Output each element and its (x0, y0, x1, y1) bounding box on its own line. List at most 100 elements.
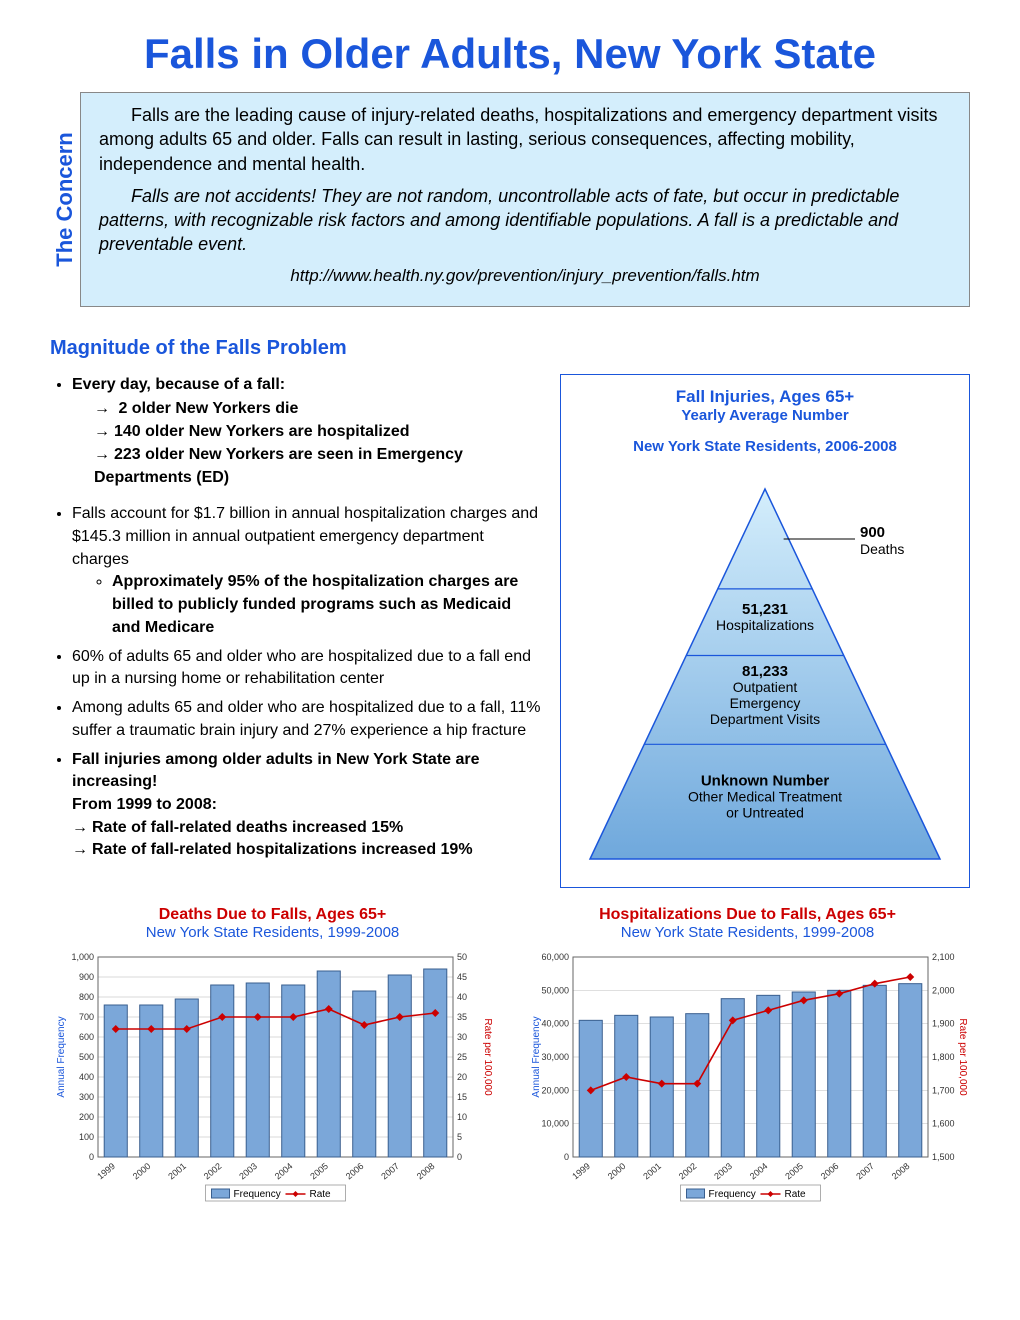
svg-text:900: 900 (860, 524, 885, 541)
svg-text:Other Medical Treatment: Other Medical Treatment (688, 788, 842, 804)
pyramid-box: Fall Injuries, Ages 65+ Yearly Average N… (560, 374, 970, 888)
svg-text:Rate: Rate (310, 1189, 332, 1200)
pyramid-sub2: New York State Residents, 2006-2008 (569, 438, 961, 455)
page-title: Falls in Older Adults, New York State (50, 30, 970, 78)
svg-text:2004: 2004 (273, 1161, 295, 1182)
svg-text:Annual Frequency: Annual Frequency (56, 1016, 67, 1097)
svg-text:25: 25 (457, 1052, 467, 1062)
b2a: Approximately 95% of the hospitalization… (112, 573, 518, 635)
hosp-chart: Hospitalizations Due to Falls, Ages 65+ … (525, 906, 970, 1209)
svg-text:0: 0 (564, 1152, 569, 1162)
svg-text:Emergency: Emergency (730, 695, 801, 711)
hosp-title: Hospitalizations Due to Falls, Ages 65+ (525, 906, 970, 924)
svg-text:60,000: 60,000 (541, 952, 569, 962)
b3: 60% of adults 65 and older who are hospi… (72, 648, 531, 688)
svg-text:200: 200 (79, 1112, 94, 1122)
svg-text:2003: 2003 (237, 1161, 259, 1182)
svg-text:2001: 2001 (166, 1161, 188, 1182)
svg-text:15: 15 (457, 1092, 467, 1102)
b5c: Rate of fall-related hospitalizations in… (92, 841, 473, 858)
concern-url: http://www.health.ny.gov/prevention/inju… (99, 265, 951, 288)
svg-text:2003: 2003 (712, 1161, 734, 1182)
concern-sidebar-label: The Concern (50, 92, 80, 307)
bullets-col: Every day, because of a fall: 2 older Ne… (50, 374, 542, 888)
svg-text:Rate per 100,000: Rate per 100,000 (482, 1018, 493, 1096)
svg-text:Deaths: Deaths (860, 541, 904, 557)
svg-text:500: 500 (79, 1052, 94, 1062)
svg-text:2007: 2007 (379, 1161, 401, 1182)
svg-text:50: 50 (457, 952, 467, 962)
svg-text:81,233: 81,233 (742, 663, 788, 680)
deaths-svg: 0 100 200 300 400 500 600 700 800 900 1,000 0 5 10 15 2… (50, 949, 495, 1209)
svg-text:800: 800 (79, 992, 94, 1002)
svg-text:5: 5 (457, 1132, 462, 1142)
b1: Every day, because of a fall: (72, 376, 285, 393)
svg-text:400: 400 (79, 1072, 94, 1082)
svg-text:100: 100 (79, 1132, 94, 1142)
svg-text:Outpatient: Outpatient (733, 679, 798, 695)
svg-text:2002: 2002 (677, 1161, 699, 1182)
svg-text:or Untreated: or Untreated (726, 804, 804, 820)
svg-text:50,000: 50,000 (541, 985, 569, 995)
b1c: 223 older New Yorkers are seen in Emerge… (94, 446, 463, 486)
svg-text:45: 45 (457, 972, 467, 982)
svg-text:40,000: 40,000 (541, 1018, 569, 1028)
svg-text:1,900: 1,900 (932, 1018, 955, 1028)
svg-text:1999: 1999 (95, 1161, 117, 1182)
b5a: From 1999 to 2008: (72, 796, 217, 813)
svg-text:51,231: 51,231 (742, 601, 788, 618)
svg-text:2008: 2008 (415, 1161, 437, 1182)
svg-text:20: 20 (457, 1072, 467, 1082)
magnitude-title: Magnitude of the Falls Problem (50, 337, 970, 360)
svg-text:1,000: 1,000 (71, 952, 94, 962)
svg-text:10: 10 (457, 1112, 467, 1122)
hosp-svg: 0 10,000 20,000 30,000 40,000 50,000 60,000 1,5… (525, 949, 970, 1209)
b1b: 140 older New Yorkers are hospitalized (114, 423, 410, 440)
svg-text:2002: 2002 (202, 1161, 224, 1182)
svg-text:900: 900 (79, 972, 94, 982)
svg-text:Rate: Rate (785, 1189, 807, 1200)
svg-text:1,800: 1,800 (932, 1052, 955, 1062)
svg-text:Frequency: Frequency (709, 1189, 756, 1200)
svg-text:2001: 2001 (641, 1161, 663, 1182)
svg-text:2,100: 2,100 (932, 952, 955, 962)
deaths-title: Deaths Due to Falls, Ages 65+ (50, 906, 495, 924)
svg-text:30: 30 (457, 1032, 467, 1042)
svg-text:300: 300 (79, 1092, 94, 1102)
concern-p1: Falls are the leading cause of injury-re… (99, 103, 951, 176)
svg-text:2007: 2007 (854, 1161, 876, 1182)
mid-row: Every day, because of a fall: 2 older Ne… (50, 374, 970, 888)
svg-text:0: 0 (89, 1152, 94, 1162)
svg-text:20,000: 20,000 (541, 1085, 569, 1095)
hosp-sub: New York State Residents, 1999-2008 (525, 924, 970, 941)
concern-box: Falls are the leading cause of injury-re… (80, 92, 970, 307)
svg-text:1,600: 1,600 (932, 1118, 955, 1128)
svg-text:0: 0 (457, 1152, 462, 1162)
svg-text:2005: 2005 (308, 1161, 330, 1182)
b5: Fall injuries among older adults in New … (72, 751, 480, 791)
b5b: Rate of fall-related deaths increased 15… (92, 819, 403, 836)
b4: Among adults 65 and older who are hospit… (72, 699, 540, 739)
svg-text:2006: 2006 (819, 1161, 841, 1182)
concern-section: The Concern Falls are the leading cause … (50, 92, 970, 307)
svg-text:Department Visits: Department Visits (710, 711, 820, 727)
svg-text:600: 600 (79, 1032, 94, 1042)
svg-text:700: 700 (79, 1012, 94, 1022)
svg-text:Annual Frequency: Annual Frequency (531, 1016, 542, 1097)
svg-text:10,000: 10,000 (541, 1118, 569, 1128)
svg-text:30,000: 30,000 (541, 1052, 569, 1062)
b1a: 2 older New Yorkers die (114, 400, 298, 417)
charts-row: Deaths Due to Falls, Ages 65+ New York S… (50, 906, 970, 1209)
svg-text:2008: 2008 (890, 1161, 912, 1182)
svg-text:Hospitalizations: Hospitalizations (716, 617, 814, 633)
deaths-chart: Deaths Due to Falls, Ages 65+ New York S… (50, 906, 495, 1209)
svg-text:Frequency: Frequency (234, 1189, 281, 1200)
svg-text:2000: 2000 (606, 1161, 628, 1182)
svg-text:35: 35 (457, 1012, 467, 1022)
svg-text:1999: 1999 (570, 1161, 592, 1182)
svg-text:2006: 2006 (344, 1161, 366, 1182)
svg-text:2000: 2000 (131, 1161, 153, 1182)
svg-text:40: 40 (457, 992, 467, 1002)
svg-text:1,500: 1,500 (932, 1152, 955, 1162)
svg-text:Rate per 100,000: Rate per 100,000 (957, 1018, 968, 1096)
